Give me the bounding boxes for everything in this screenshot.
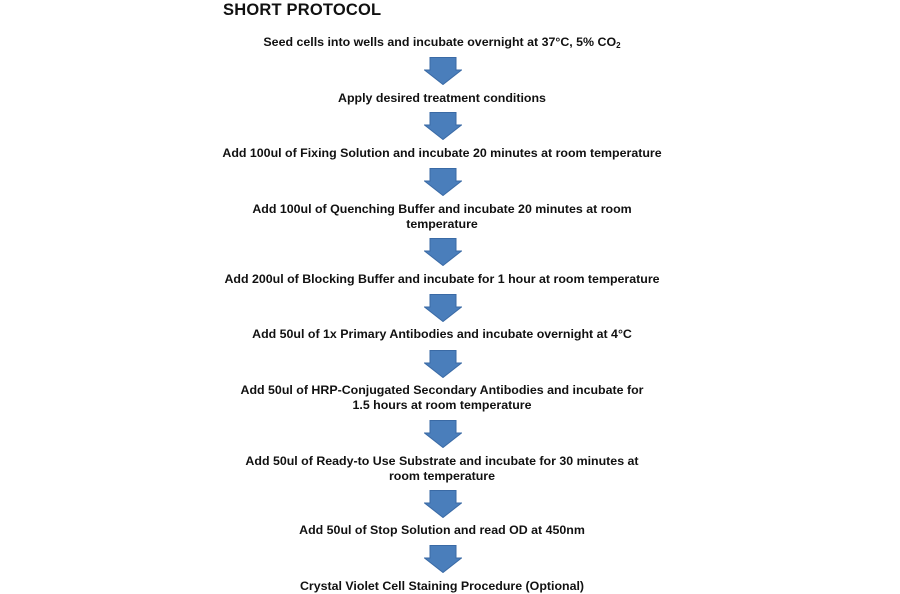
down-arrow-icon — [423, 168, 463, 197]
step-5: Add 200ul of Blocking Buffer and incubat… — [224, 272, 660, 286]
step-1: Seed cells into wells and incubate overn… — [222, 35, 662, 50]
down-arrow-icon — [423, 238, 463, 267]
down-arrow-icon — [423, 420, 463, 449]
step-10: Crystal Violet Cell Staining Procedure (… — [299, 579, 585, 593]
protocol-title: SHORT PROTOCOL — [223, 1, 382, 19]
step-9: Add 50ul of Stop Solution and read OD at… — [299, 523, 585, 537]
down-arrow-icon — [423, 294, 463, 323]
down-arrow-icon — [423, 490, 463, 519]
step-1-text: Seed cells into wells and incubate overn… — [263, 35, 617, 49]
down-arrow-icon — [423, 350, 463, 379]
step-7: Add 50ul of HRP-Conjugated Secondary Ant… — [240, 383, 644, 412]
down-arrow-icon — [423, 545, 463, 574]
step-6: Add 50ul of 1x Primary Antibodies and in… — [252, 327, 632, 341]
step-3: Add 100ul of Fixing Solution and incubat… — [222, 146, 662, 160]
step-2: Apply desired treatment conditions — [338, 91, 546, 105]
down-arrow-icon — [423, 57, 463, 86]
step-8: Add 50ul of Ready-to Use Substrate and i… — [245, 454, 639, 483]
down-arrow-icon — [423, 112, 463, 141]
step-4: Add 100ul of Quenching Buffer and incuba… — [252, 202, 632, 231]
co2-subscript: 2 — [616, 41, 621, 50]
